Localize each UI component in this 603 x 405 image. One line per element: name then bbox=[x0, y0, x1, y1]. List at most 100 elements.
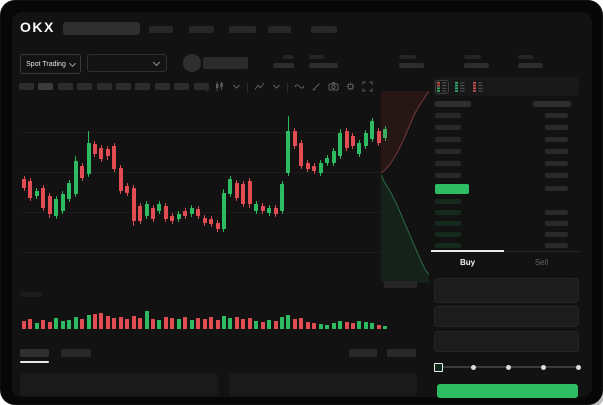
candle-body bbox=[118, 168, 123, 191]
bottom-tab-orders[interactable] bbox=[20, 349, 49, 357]
volume-bar bbox=[383, 326, 388, 329]
book-asks-icon[interactable] bbox=[472, 81, 484, 93]
orderbook-ask-price[interactable] bbox=[435, 173, 461, 178]
volume-bar bbox=[221, 316, 226, 329]
price-field[interactable] bbox=[434, 278, 579, 303]
volume-bar bbox=[67, 320, 72, 329]
tab-buy[interactable]: Buy bbox=[459, 257, 476, 267]
volume-bar bbox=[118, 317, 123, 329]
search-input[interactable] bbox=[63, 22, 140, 35]
volume-bar bbox=[22, 321, 26, 329]
ticker-stat-label bbox=[464, 55, 481, 59]
orderbook-bid-price[interactable] bbox=[435, 199, 461, 204]
orderbook-bid-price[interactable] bbox=[435, 221, 461, 226]
orderbook-ask-price[interactable] bbox=[435, 113, 461, 118]
nav-item[interactable] bbox=[189, 26, 214, 33]
orderbook-bid-price[interactable] bbox=[435, 210, 461, 215]
volume-bar bbox=[273, 321, 278, 329]
candle-body bbox=[163, 206, 168, 219]
slider-handle[interactable] bbox=[434, 362, 443, 372]
volume-bar bbox=[47, 322, 52, 329]
candle-body bbox=[273, 208, 278, 214]
timeframe-button[interactable] bbox=[154, 83, 170, 90]
price-chart[interactable] bbox=[20, 96, 388, 291]
timeframe-button[interactable] bbox=[135, 83, 151, 90]
settings-icon[interactable] bbox=[344, 81, 356, 93]
line-tool-icon[interactable] bbox=[293, 81, 305, 93]
volume-bar bbox=[234, 317, 239, 329]
orderbook-ask-price[interactable] bbox=[435, 137, 461, 142]
draw-tool-icon[interactable] bbox=[310, 81, 322, 93]
fullscreen-icon[interactable] bbox=[361, 81, 373, 93]
candle-body bbox=[86, 143, 91, 174]
bottom-action-button[interactable] bbox=[387, 349, 416, 357]
volume-bar bbox=[350, 323, 355, 329]
ticker-stat-label bbox=[518, 55, 534, 59]
timeframe-button[interactable] bbox=[57, 83, 73, 90]
candle-body bbox=[247, 181, 252, 204]
timeframe-button[interactable] bbox=[77, 83, 93, 90]
timeframe-button[interactable] bbox=[96, 83, 112, 90]
candle-body bbox=[157, 204, 162, 211]
nav-item[interactable] bbox=[311, 26, 337, 33]
chevron-down-icon[interactable] bbox=[230, 81, 242, 93]
amount-field[interactable] bbox=[434, 306, 579, 327]
active-tab-indicator bbox=[431, 250, 504, 252]
orderbook-bid-price[interactable] bbox=[435, 232, 461, 237]
chart-type-icon[interactable] bbox=[213, 81, 225, 93]
orderbook-bid-price[interactable] bbox=[435, 243, 461, 248]
volume-bar bbox=[312, 323, 317, 329]
gridline bbox=[20, 132, 382, 133]
nav-item[interactable] bbox=[149, 26, 173, 33]
orderbook-last-price-bar[interactable] bbox=[435, 184, 469, 194]
chart-footer-placeholder bbox=[384, 281, 417, 288]
orderbook-ask-amount bbox=[545, 149, 568, 154]
timeframe-button[interactable] bbox=[174, 83, 190, 90]
volume-bar bbox=[183, 317, 188, 329]
book-bids-icon[interactable] bbox=[454, 81, 466, 93]
volume-bar bbox=[286, 315, 291, 329]
orderbook-ask-price[interactable] bbox=[435, 161, 461, 166]
market-selector-dropdown[interactable]: Spot Trading bbox=[20, 54, 81, 74]
volume-bar bbox=[305, 322, 310, 329]
volume-bar bbox=[163, 317, 168, 329]
indicators-icon[interactable] bbox=[253, 81, 265, 93]
timeframe-button[interactable] bbox=[116, 83, 131, 90]
nav-item[interactable] bbox=[268, 26, 291, 33]
orderbook-ask-price[interactable] bbox=[435, 125, 461, 130]
candle-body bbox=[202, 218, 207, 223]
camera-icon[interactable] bbox=[327, 81, 339, 93]
ticker-stat-value bbox=[464, 63, 489, 68]
timeframe-button[interactable] bbox=[19, 83, 34, 90]
volume-bar bbox=[376, 325, 381, 329]
bottom-tab-history[interactable] bbox=[61, 349, 91, 357]
orderbook-bid-amount bbox=[545, 243, 568, 248]
chevron-down-icon[interactable] bbox=[270, 81, 282, 93]
tab-sell[interactable]: Sell bbox=[534, 257, 549, 267]
candle-body bbox=[196, 209, 201, 216]
slider-stop-dot[interactable] bbox=[505, 364, 511, 370]
timeframe-button[interactable] bbox=[38, 83, 54, 90]
candle-body bbox=[228, 179, 233, 194]
slider-stop-dot[interactable] bbox=[540, 364, 546, 370]
slider-stop-dot[interactable] bbox=[575, 364, 581, 370]
ticker-stat-value bbox=[309, 63, 338, 68]
volume-bar bbox=[338, 321, 343, 329]
pair-selector-dropdown[interactable] bbox=[87, 54, 167, 72]
buy-submit-button[interactable] bbox=[437, 384, 578, 398]
gridline bbox=[20, 172, 382, 173]
slider-stop-dot[interactable] bbox=[470, 364, 476, 370]
volume-bar bbox=[157, 320, 162, 329]
ticker-stat-value bbox=[399, 63, 424, 68]
candle-body bbox=[189, 208, 194, 214]
candle-body bbox=[299, 143, 304, 166]
candle-body bbox=[125, 186, 130, 193]
timeframe-button[interactable] bbox=[193, 83, 209, 90]
orderbook-ask-price[interactable] bbox=[435, 149, 461, 154]
candle-body bbox=[363, 133, 368, 146]
book-combined-icon[interactable] bbox=[436, 81, 448, 93]
nav-item[interactable] bbox=[229, 26, 256, 33]
candle-body bbox=[383, 129, 388, 138]
bottom-action-button[interactable] bbox=[349, 349, 377, 357]
total-field[interactable] bbox=[434, 331, 579, 352]
